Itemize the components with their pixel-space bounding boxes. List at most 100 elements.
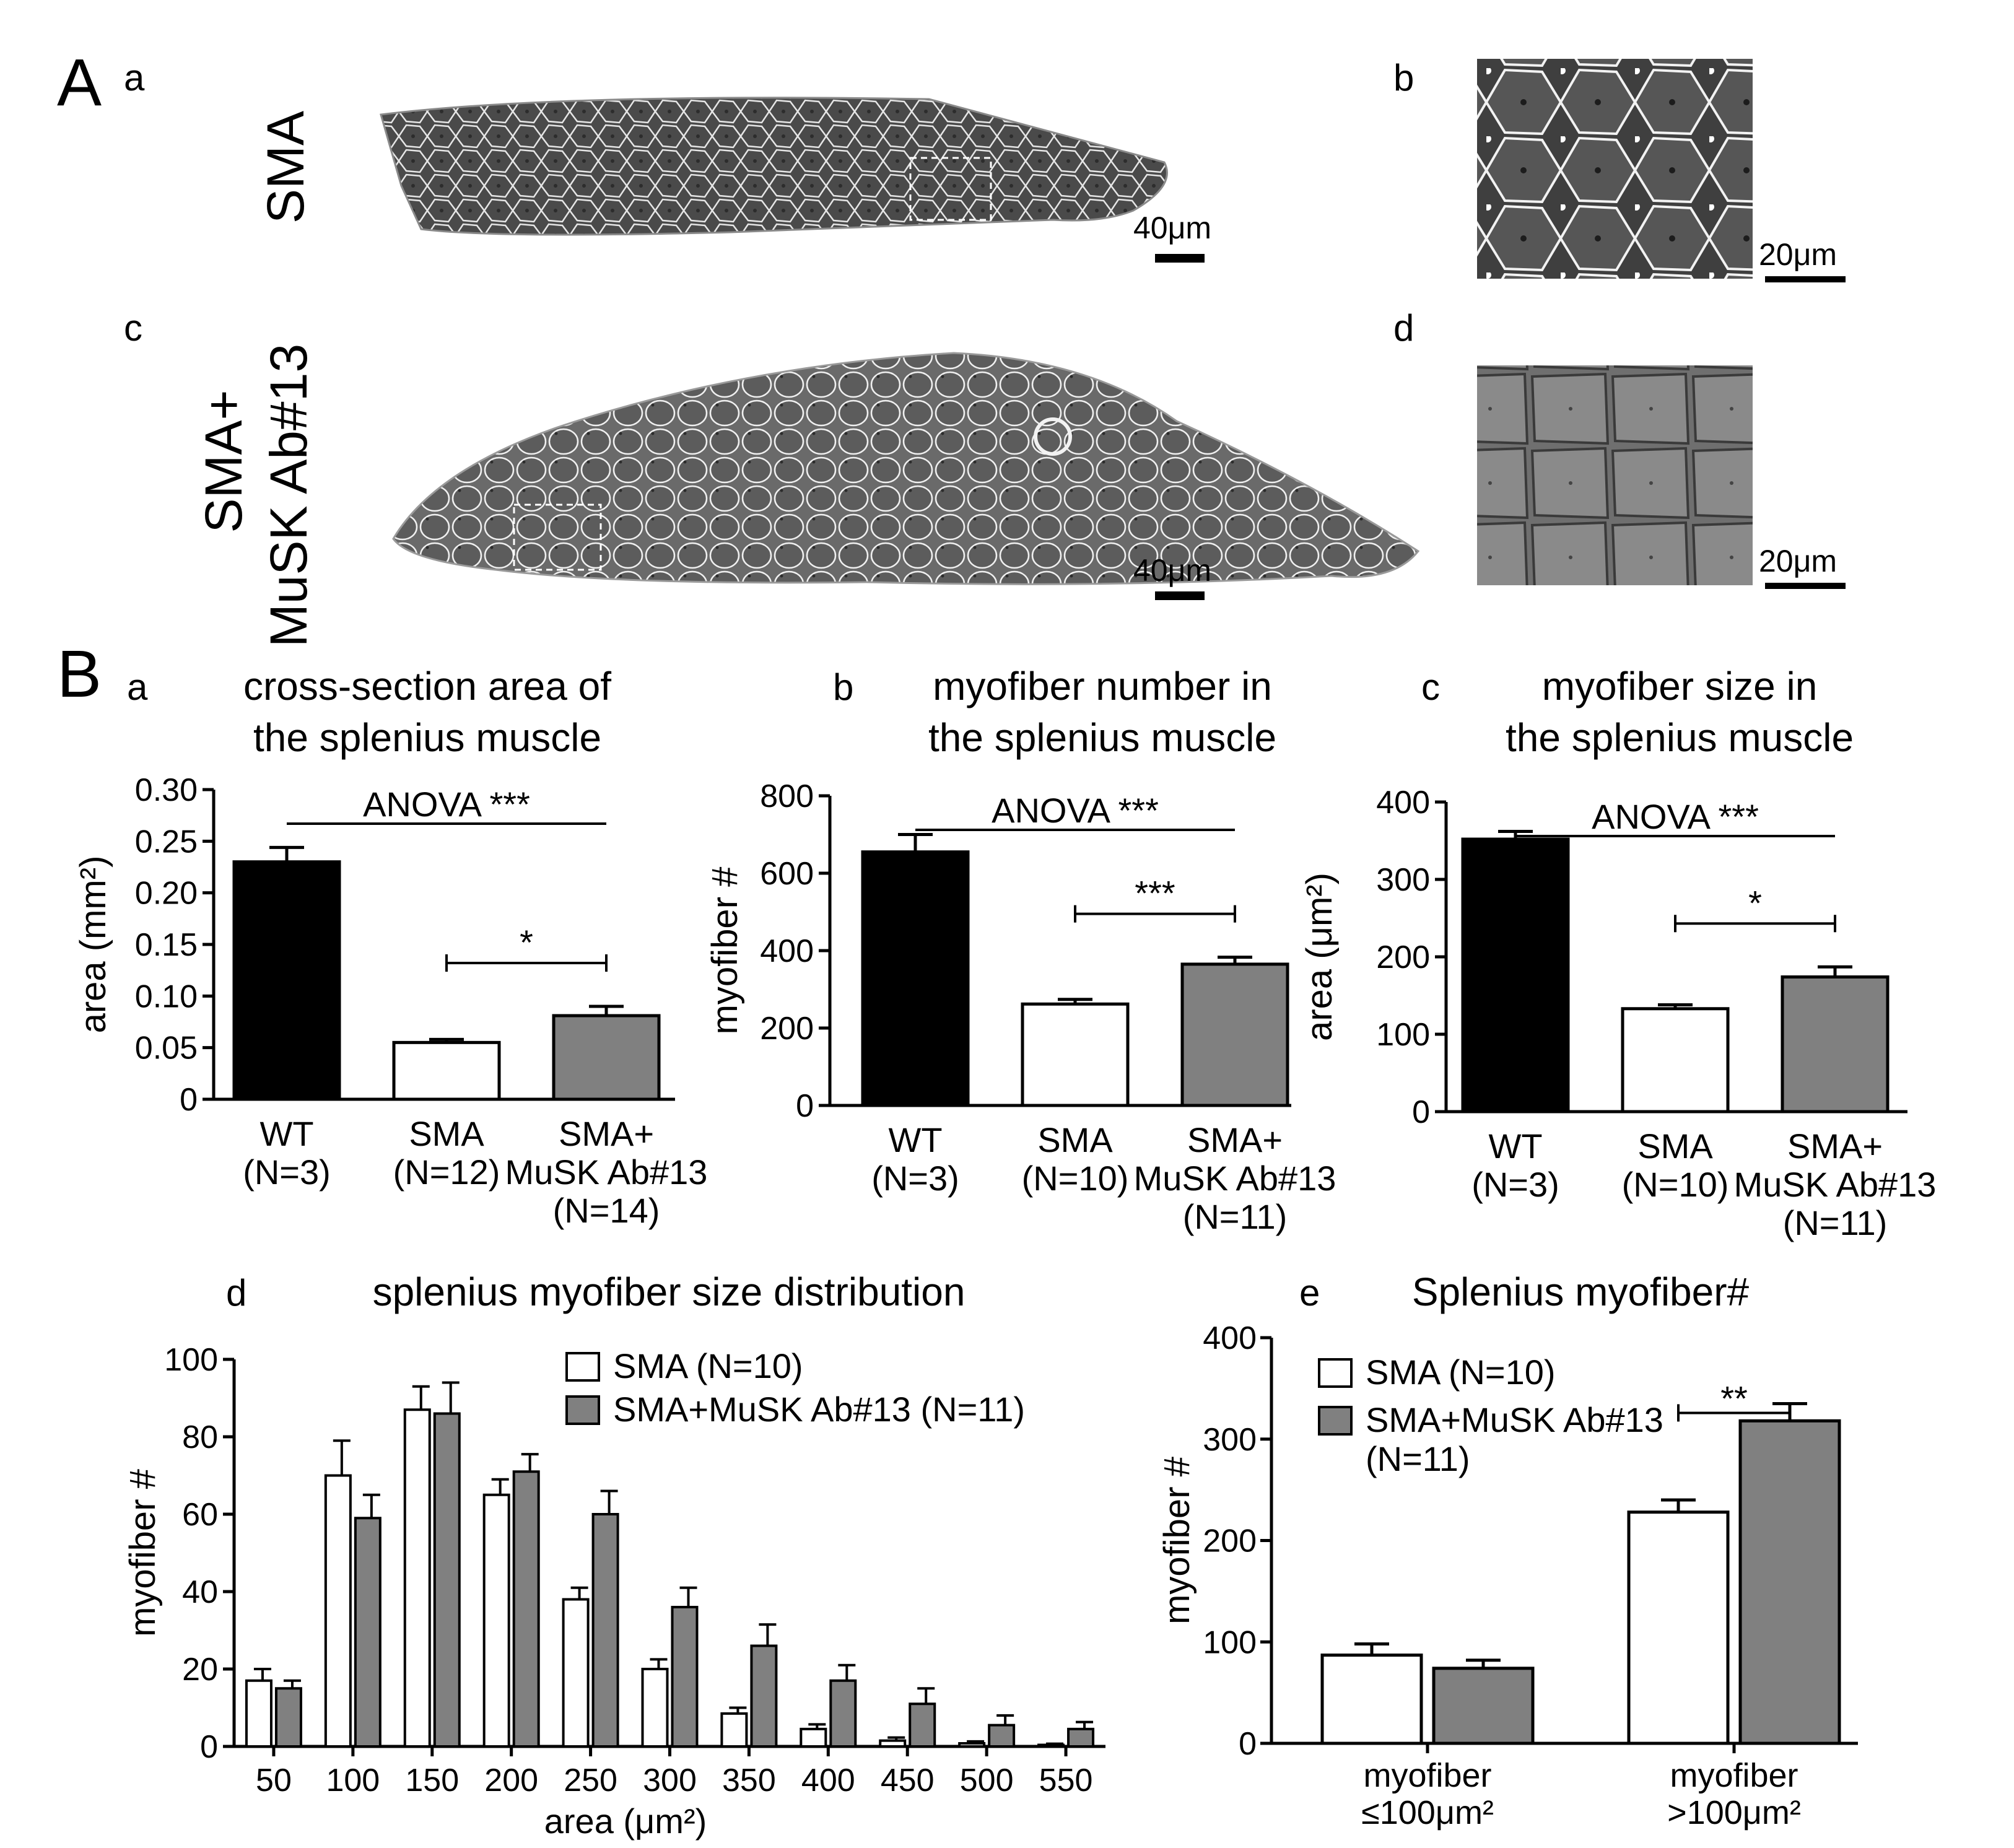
category-label: SMA+ <box>559 1114 654 1153</box>
bar-1 <box>512 1470 540 1748</box>
panel-a-sub-c: c <box>124 307 142 349</box>
chart-title-line2: the splenius muscle <box>253 715 601 760</box>
chart-title-line1: myofiber number in <box>933 664 1272 708</box>
category-label: MuSK Ab#13 <box>1134 1159 1336 1198</box>
y-tick-label: 200 <box>1376 939 1430 975</box>
y-tick-label: 100 <box>1203 1624 1257 1660</box>
y-tick-label: 0.10 <box>135 978 198 1014</box>
y-tick-label: 200 <box>1203 1523 1257 1559</box>
y-axis-label: myofiber # <box>123 1469 163 1637</box>
category-label: MuSK Ab#13 <box>1734 1165 1937 1204</box>
y-tick-label: 0 <box>200 1729 218 1765</box>
micrograph-treated-zoom <box>1477 365 1753 585</box>
bar-0 <box>403 1408 431 1748</box>
bar-1 <box>1067 1727 1095 1748</box>
scale-bar-b <box>1765 276 1846 282</box>
y-tick-label: 0.30 <box>135 772 198 808</box>
legend-label-0: SMA (N=10) <box>613 1346 803 1385</box>
bar-0 <box>879 1739 907 1748</box>
row-label-treated-line1: SMA+ <box>194 390 253 533</box>
bar-0 <box>861 850 970 1107</box>
legend-swatch-1 <box>565 1395 600 1425</box>
vessel <box>1034 417 1072 456</box>
category-label: (N=3) <box>1471 1165 1559 1204</box>
bar-1 <box>988 1724 1016 1748</box>
zoom-box-sma <box>909 157 992 221</box>
bar-1 <box>433 1412 461 1748</box>
bar-0 <box>245 1679 272 1748</box>
chart-be: e Splenius myofiber# 0 100 200 300 400 myofiber… <box>1157 1270 1858 1831</box>
bar-0 <box>324 1474 352 1748</box>
x-tick-label: 100 <box>326 1763 380 1798</box>
bar-1 <box>750 1644 778 1748</box>
panel-b-label: B <box>57 636 102 711</box>
scale-label-a: 40μm <box>1133 211 1211 245</box>
category-label: WT <box>259 1114 313 1153</box>
bar-2 <box>1781 975 1890 1114</box>
scale-label-b: 20μm <box>1759 237 1837 272</box>
chart-title: Splenius myofiber# <box>1412 1270 1750 1314</box>
panel-a: A a b c d SMA SMA+ MuSK Ab#13 40μm 20μm … <box>57 45 1846 647</box>
category-label: (N=12) <box>393 1153 500 1192</box>
legend-label-1: SMA+MuSK Ab#13 (N=11) <box>613 1390 1025 1429</box>
category-label: (N=14) <box>553 1191 660 1230</box>
row-label-sma: SMA <box>256 111 315 224</box>
category-label: SMA+ <box>1787 1127 1883 1166</box>
bar-0 <box>1461 837 1570 1114</box>
panel-a-label: A <box>57 45 102 120</box>
x-axis-label: area (μm²) <box>544 1802 707 1841</box>
panel-letter: b <box>833 666 853 708</box>
chart-ba: a cross-section area of the splenius muscl… <box>73 664 707 1230</box>
category-label: SMA+ <box>1187 1120 1283 1159</box>
category-label: SMA <box>1637 1127 1713 1166</box>
category-label: WT <box>1488 1127 1542 1166</box>
category-label: (N=11) <box>1783 1203 1888 1242</box>
y-axis-label: area (μm²) <box>1299 873 1340 1041</box>
bar-1 <box>354 1517 381 1748</box>
x-tick-label: 350 <box>722 1763 776 1798</box>
chart-title: splenius myofiber size distribution <box>373 1270 966 1314</box>
y-tick-label: 0.20 <box>135 876 198 912</box>
category-label: (N=11) <box>1183 1197 1288 1236</box>
chart-title-line2: the splenius muscle <box>928 715 1276 760</box>
bar-0 <box>482 1493 510 1748</box>
bar-1 <box>274 1687 302 1748</box>
category-label: (N=10) <box>1622 1165 1729 1204</box>
chart-bb: b myofiber number in the splenius muscle 0 2… <box>705 664 1336 1236</box>
micrograph-treated-section <box>392 352 1420 585</box>
category-label: (N=10) <box>1022 1159 1129 1198</box>
y-axis-label: myofiber # <box>1157 1457 1197 1624</box>
y-tick-label: 0 <box>1412 1094 1430 1130</box>
y-tick-label: 400 <box>1203 1320 1257 1356</box>
y-tick-label: 200 <box>760 1011 814 1047</box>
category-label: WT <box>888 1120 942 1159</box>
scale-bar-c <box>1155 591 1205 600</box>
anova-label: ANOVA *** <box>1592 797 1759 836</box>
y-tick-label: 100 <box>1376 1017 1430 1053</box>
chart-title-line2: the splenius muscle <box>1506 715 1854 760</box>
y-tick-label: 0 <box>1239 1726 1257 1762</box>
y-tick-label: 0.15 <box>135 927 198 963</box>
panel-letter: a <box>127 666 148 708</box>
category-label: MuSK Ab#13 <box>505 1153 708 1192</box>
y-tick-label: 0.05 <box>135 1031 198 1066</box>
bar-0 <box>800 1727 827 1748</box>
scale-bar-a <box>1155 254 1205 263</box>
y-tick-label: 600 <box>760 856 814 892</box>
y-axis-label: area (mm²) <box>73 856 113 1034</box>
bar-1 <box>829 1679 857 1748</box>
y-tick-label: 0 <box>180 1082 198 1118</box>
legend-label-1b: (N=11) <box>1366 1439 1470 1478</box>
y-tick-label: 40 <box>182 1574 218 1610</box>
bar-1 <box>671 1606 699 1748</box>
category-label: SMA <box>1037 1120 1113 1159</box>
x-tick-label: >100μm² <box>1667 1794 1801 1831</box>
y-tick-label: 300 <box>1203 1422 1257 1458</box>
category-label: (N=3) <box>243 1153 331 1192</box>
scale-bar-d <box>1765 583 1846 589</box>
y-tick-label: 100 <box>164 1342 218 1378</box>
chart-bd: d splenius myofiber size distribution 0 20 4… <box>123 1270 1105 1841</box>
x-tick-label: ≤100μm² <box>1361 1794 1494 1831</box>
chart-title-line1: cross-section area of <box>243 664 611 708</box>
